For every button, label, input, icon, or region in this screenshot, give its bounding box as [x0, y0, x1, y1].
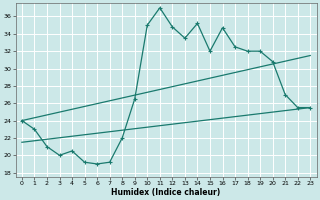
X-axis label: Humidex (Indice chaleur): Humidex (Indice chaleur) [111, 188, 221, 197]
